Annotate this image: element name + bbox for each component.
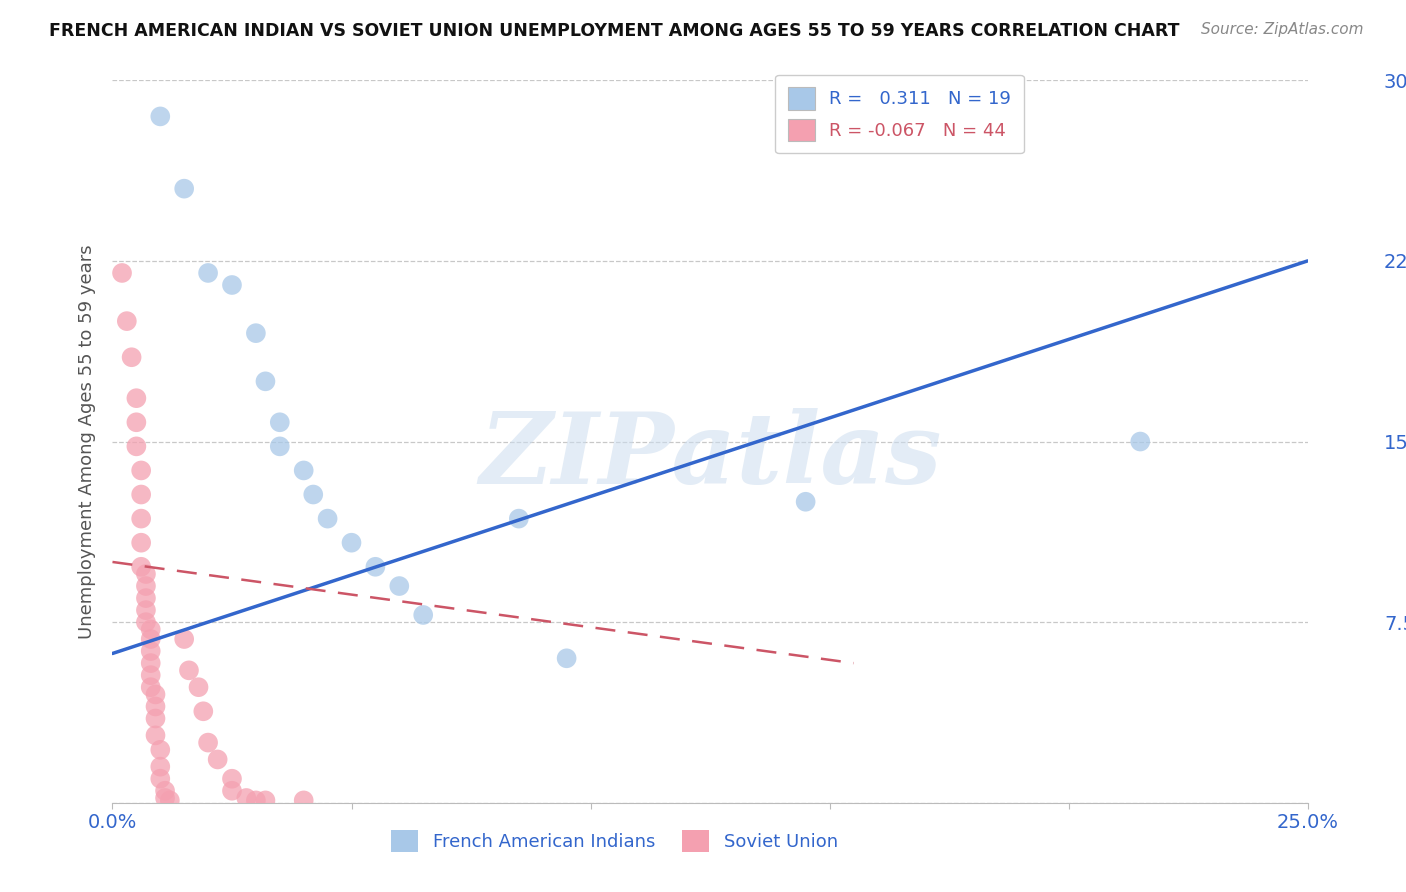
- Point: [121, 350, 143, 364]
- Point: [1129, 434, 1152, 449]
- Point: [292, 793, 315, 807]
- Point: [388, 579, 411, 593]
- Point: [145, 728, 167, 742]
- Point: [115, 314, 138, 328]
- Point: [139, 680, 162, 694]
- Point: [364, 559, 387, 574]
- Point: [129, 511, 152, 525]
- Point: [269, 415, 291, 429]
- Point: [125, 415, 148, 429]
- Point: [135, 567, 157, 582]
- Point: [149, 760, 172, 774]
- Point: [149, 772, 172, 786]
- Point: [125, 391, 148, 405]
- Point: [145, 699, 167, 714]
- Text: FRENCH AMERICAN INDIAN VS SOVIET UNION UNEMPLOYMENT AMONG AGES 55 TO 59 YEARS CO: FRENCH AMERICAN INDIAN VS SOVIET UNION U…: [49, 22, 1180, 40]
- Point: [145, 712, 167, 726]
- Point: [302, 487, 325, 501]
- Point: [508, 511, 530, 525]
- Point: [135, 615, 157, 630]
- Point: [207, 752, 229, 766]
- Point: [153, 791, 176, 805]
- Point: [197, 266, 219, 280]
- Point: [139, 632, 162, 646]
- Point: [149, 109, 172, 123]
- Point: [159, 793, 181, 807]
- Point: [129, 487, 152, 501]
- Point: [129, 559, 152, 574]
- Point: [340, 535, 363, 549]
- Point: [125, 439, 148, 453]
- Point: [129, 535, 152, 549]
- Point: [135, 591, 157, 605]
- Point: [221, 277, 243, 292]
- Point: [139, 623, 162, 637]
- Point: [129, 463, 152, 477]
- Legend: French American Indians, Soviet Union: French American Indians, Soviet Union: [384, 822, 845, 859]
- Point: [269, 439, 291, 453]
- Point: [135, 579, 157, 593]
- Point: [245, 326, 267, 340]
- Point: [254, 793, 277, 807]
- Point: [177, 664, 200, 678]
- Point: [245, 793, 267, 807]
- Point: [149, 743, 172, 757]
- Text: Source: ZipAtlas.com: Source: ZipAtlas.com: [1201, 22, 1364, 37]
- Point: [187, 680, 209, 694]
- Point: [555, 651, 578, 665]
- Point: [794, 494, 817, 508]
- Point: [292, 463, 315, 477]
- Point: [197, 735, 219, 749]
- Point: [254, 374, 277, 388]
- Point: [221, 772, 243, 786]
- Point: [139, 656, 162, 670]
- Point: [173, 181, 195, 195]
- Point: [145, 687, 167, 701]
- Point: [139, 644, 162, 658]
- Point: [235, 791, 257, 805]
- Point: [135, 603, 157, 617]
- Point: [412, 607, 434, 622]
- Y-axis label: Unemployment Among Ages 55 to 59 years: Unemployment Among Ages 55 to 59 years: [77, 244, 96, 639]
- Point: [173, 632, 195, 646]
- Point: [316, 511, 339, 525]
- Point: [221, 784, 243, 798]
- Point: [111, 266, 134, 280]
- Point: [139, 668, 162, 682]
- Point: [193, 704, 215, 718]
- Point: [153, 784, 176, 798]
- Text: ZIPatlas: ZIPatlas: [479, 408, 941, 504]
